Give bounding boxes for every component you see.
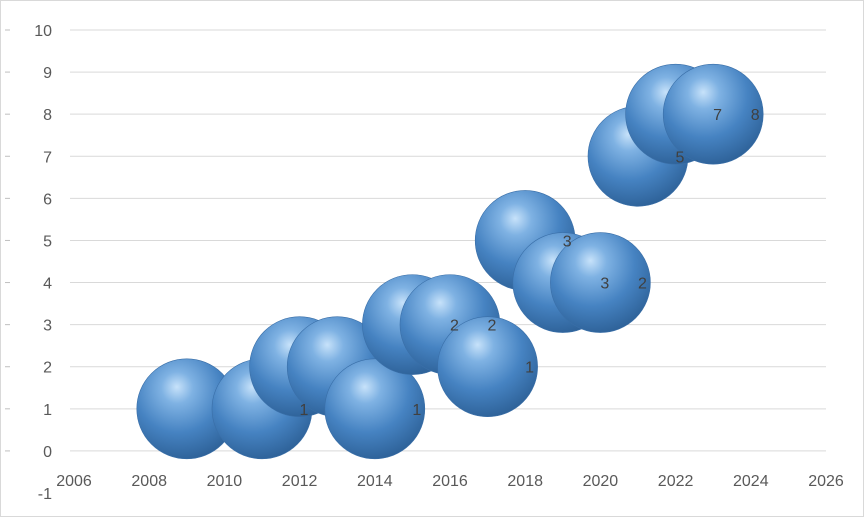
y-tick-label: 0	[43, 444, 52, 461]
y-tick-label: 4	[43, 276, 52, 293]
data-label: 5	[676, 149, 685, 166]
x-tick-label: 2008	[131, 473, 167, 490]
x-tick-label: 2014	[357, 473, 393, 490]
y-tick-label: -1	[38, 486, 52, 503]
bubble-point	[437, 316, 538, 418]
bubble-series	[136, 63, 764, 460]
y-tick-label: 6	[43, 191, 52, 208]
data-label: 8	[751, 107, 760, 124]
y-tick-label: 3	[43, 318, 52, 335]
x-tick-label: 2016	[432, 473, 468, 490]
y-tick-label: 7	[43, 149, 52, 166]
data-label: 2	[488, 318, 497, 335]
data-label: 1	[412, 402, 421, 419]
y-tick-label: 5	[43, 233, 52, 250]
x-tick-label: 2018	[507, 473, 543, 490]
bubble-point	[662, 63, 764, 165]
data-label: 3	[563, 233, 572, 250]
x-tick-label: 2024	[733, 473, 769, 490]
x-tick-label: 2026	[808, 473, 844, 490]
data-label: 1	[525, 360, 534, 377]
y-tick-label: 1	[43, 402, 52, 419]
x-axis-ticks: 2006 2008 2010 2012 2014 2016 2018 2020 2022 2024…	[56, 473, 844, 490]
data-label: 2	[638, 276, 647, 293]
data-labels: 1 1 2 2 1 3 3 2 5 7 8	[300, 107, 760, 419]
data-label: 7	[713, 107, 722, 124]
data-label: 1	[300, 402, 309, 419]
y-tick-label: 10	[34, 23, 52, 40]
x-tick-label: 2006	[56, 473, 92, 490]
x-tick-label: 2012	[282, 473, 318, 490]
bubble-point	[550, 232, 651, 333]
data-label: 2	[450, 318, 459, 335]
x-tick-label: 2010	[207, 473, 243, 490]
data-label: 3	[600, 276, 609, 293]
y-tick-label: 2	[43, 360, 52, 377]
y-tick-label: 9	[43, 65, 52, 82]
bubble-point	[324, 358, 426, 460]
x-tick-label: 2020	[583, 473, 619, 490]
x-tick-label: 2022	[658, 473, 694, 490]
y-axis-ticks: -1 0 1 2 3 4 5 6 7 8 9 10	[34, 23, 52, 503]
y-tick-label: 8	[43, 107, 52, 124]
